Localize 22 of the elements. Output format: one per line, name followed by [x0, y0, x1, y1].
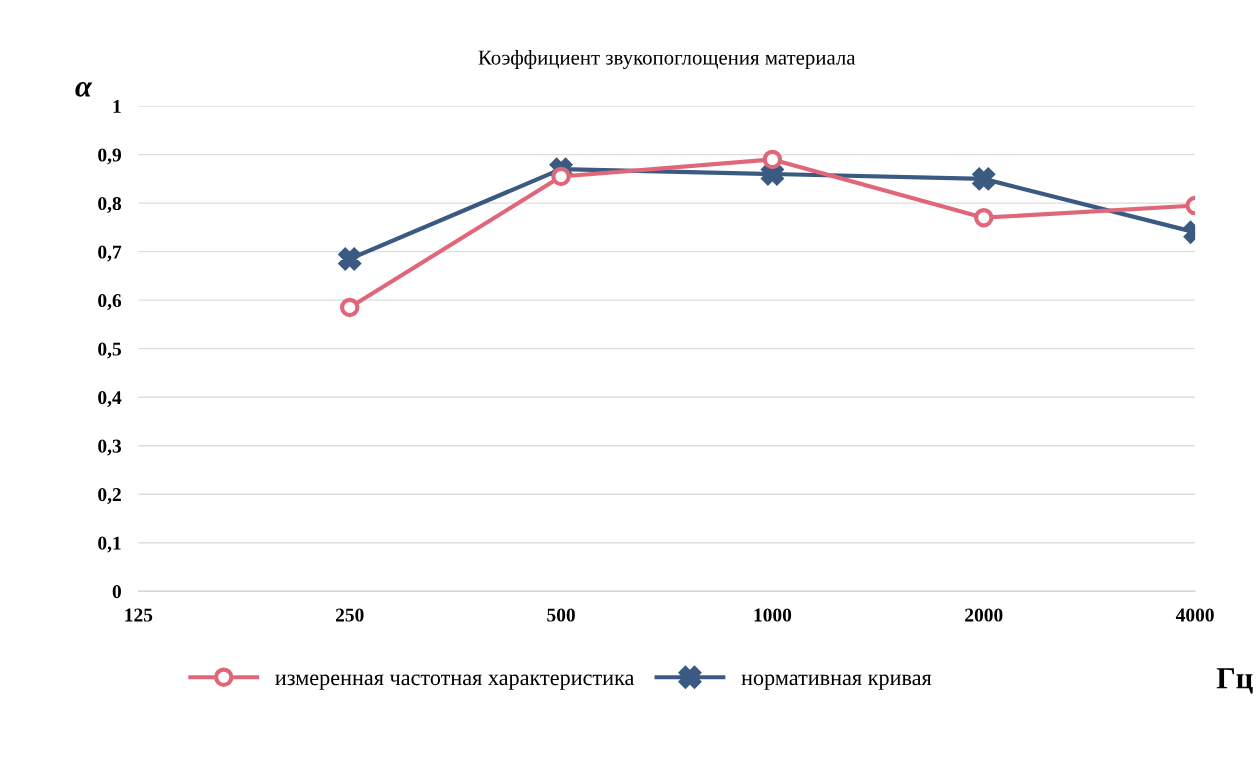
y-tick-label: 0,3 [98, 439, 122, 456]
x-tick-label: 2000 [965, 608, 1003, 622]
y-axis-title: α [75, 82, 93, 97]
x-axis-title: Гц [1216, 668, 1253, 694]
x-tick-label: 125 [125, 608, 153, 622]
y-tick-label: 1 [113, 100, 121, 113]
y-tick-label: 0,1 [98, 536, 121, 553]
legend-label: нормативная кривая [741, 674, 932, 690]
x-tick-label: 500 [547, 608, 575, 622]
x-tick-label: 250 [335, 608, 364, 622]
y-tick-label: 0,7 [98, 245, 122, 262]
x-tick-label: 4000 [1175, 608, 1214, 622]
chart-title: Коэффициент звукопоглощения материала [478, 50, 856, 69]
y-tick-label: 0,4 [98, 391, 122, 407]
y-tick-label: 0,6 [98, 293, 122, 310]
y-tick-label: 0,2 [98, 488, 121, 504]
y-tick-label: 0,9 [98, 148, 122, 165]
legend-label: измеренная частотная характеристика [275, 674, 635, 690]
y-tick-label: 0,8 [98, 196, 122, 213]
y-tick-label: 0,5 [98, 342, 121, 359]
x-tick-label: 1000 [754, 608, 792, 622]
y-tick-label: 0 [112, 585, 121, 599]
